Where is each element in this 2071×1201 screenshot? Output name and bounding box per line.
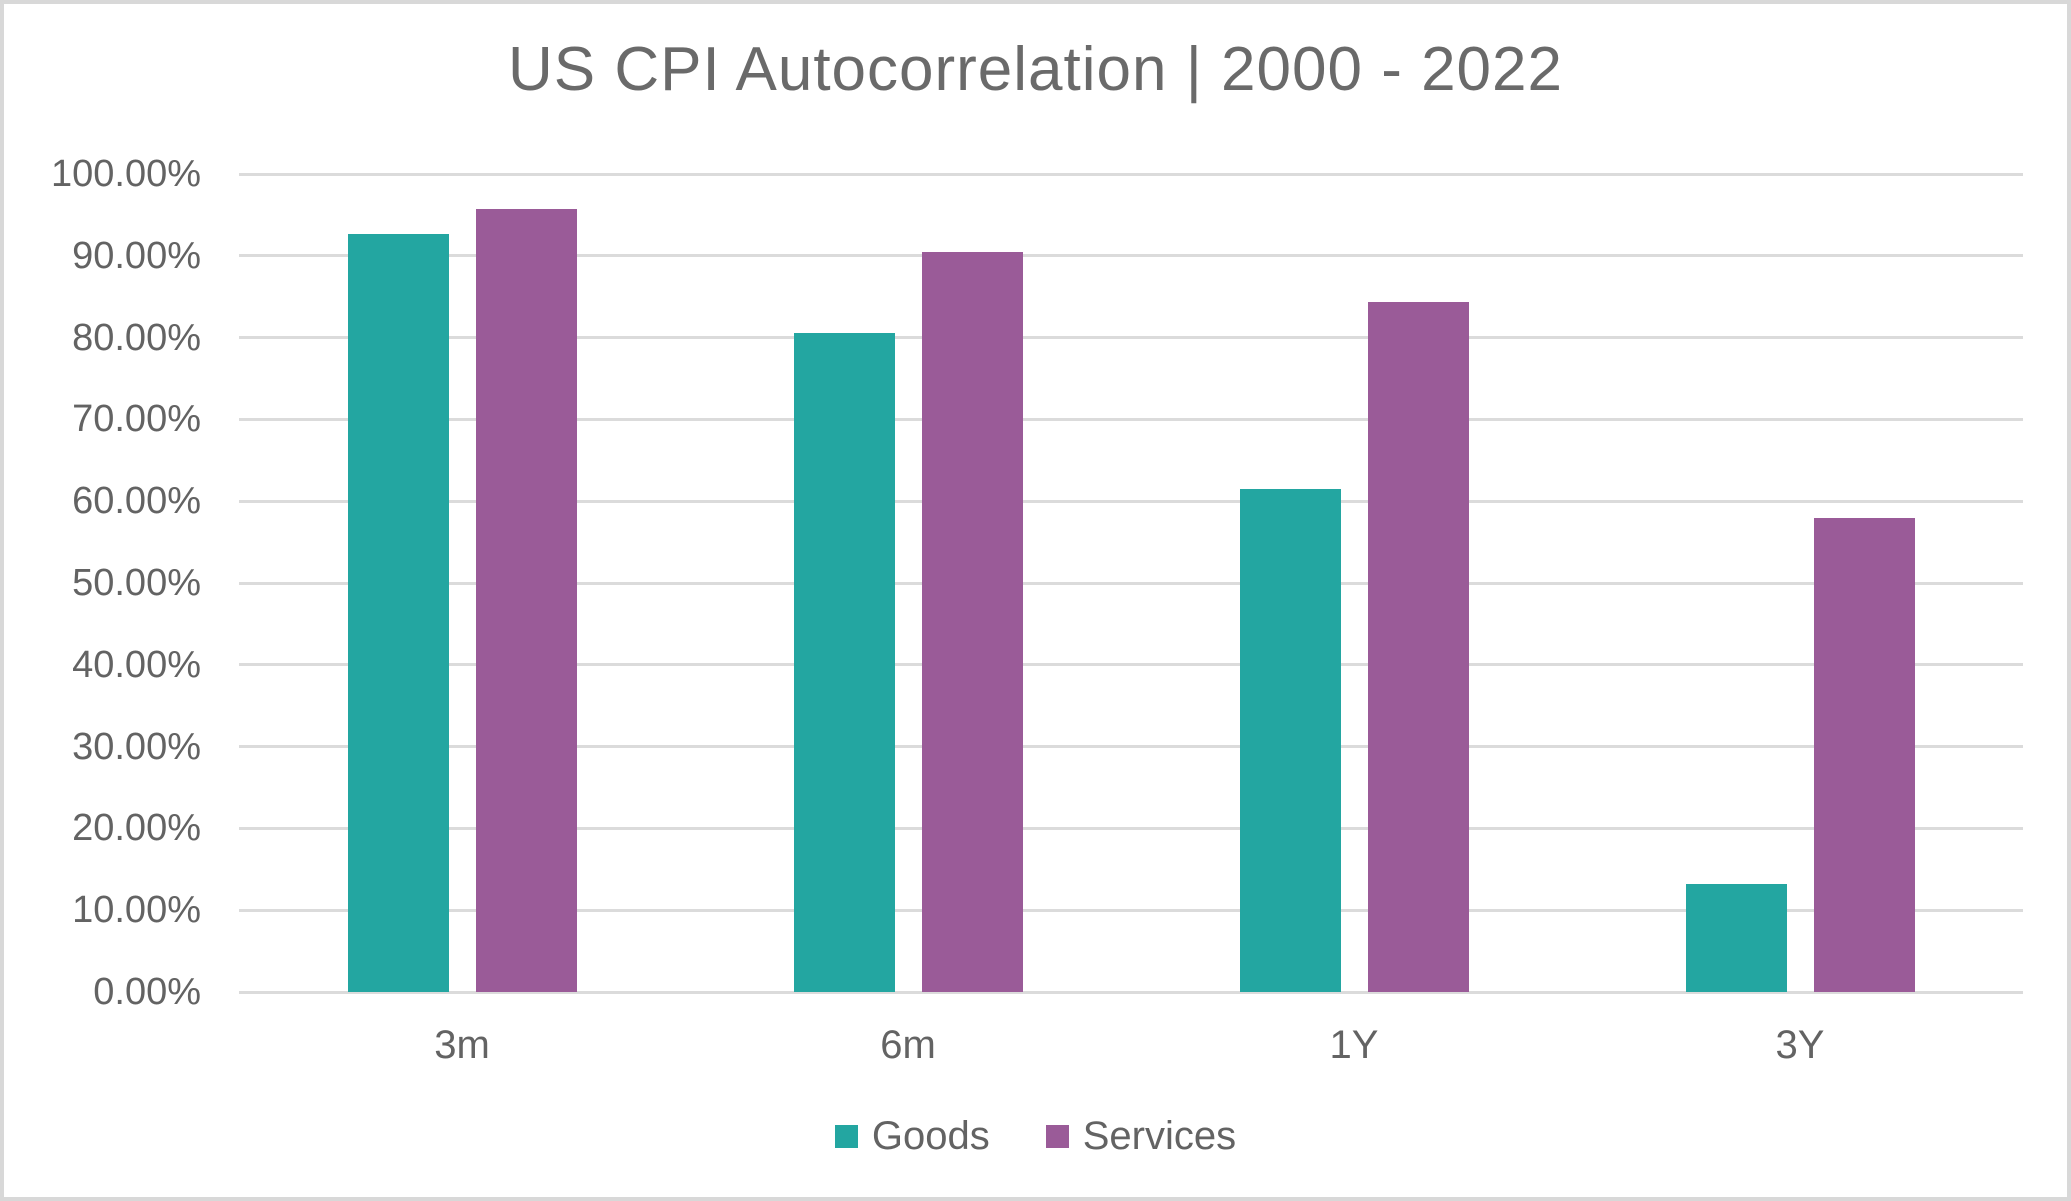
gridline-10.00% <box>239 908 2023 912</box>
legend-item-goods: Goods <box>834 1114 990 1158</box>
y-axis-tick-label: 50.00% <box>72 562 201 604</box>
gridline-50.00% <box>239 581 2023 585</box>
gridline-100.00% <box>239 172 2023 176</box>
gridline-0.00% <box>239 990 2023 994</box>
bar-group-3Y <box>1577 174 2023 992</box>
y-axis-tick-label: 70.00% <box>72 398 201 441</box>
legend-item-services: Services <box>1045 1114 1237 1158</box>
gridline-80.00% <box>239 336 2023 340</box>
y-axis-tick-label: 20.00% <box>72 807 201 850</box>
gridline-20.00% <box>239 826 2023 830</box>
chart-title: US CPI Autocorrelation | 2000 - 2022 <box>507 35 1564 104</box>
x-axis-tick-label-6m: 6m <box>880 1023 936 1067</box>
legend-swatch-icon <box>1045 1124 1069 1148</box>
x-axis-tick-label-1y: 1Y <box>1329 1023 1379 1067</box>
bar-groups <box>239 174 2023 992</box>
plot-area: 0.00% 10.00% 20.00% 30.00% 40.00% 50.00% 60.00… <box>51 155 2023 1011</box>
x-axis: 3m 6m 1Y 3Y <box>239 1023 2023 1067</box>
y-axis-tick-label: 0.00% <box>93 971 201 1013</box>
gridline-90.00% <box>239 254 2023 258</box>
y-axis-tick-label: 90.00% <box>72 234 201 277</box>
legend-swatch-icon <box>834 1124 858 1148</box>
y-axis-tick-label: 100.00% <box>50 153 201 195</box>
bar-group-1Y <box>1131 174 1577 992</box>
bar-group-3m <box>239 174 685 992</box>
legend: Goods Services <box>4 1116 2067 1156</box>
y-axis-tick-label: 10.00% <box>72 889 201 932</box>
y-axis-tick-label: 60.00% <box>72 480 201 523</box>
legend-label: Services <box>1082 1114 1237 1158</box>
bar-services-3y <box>1813 517 1915 992</box>
bar-goods-1y <box>1239 488 1341 992</box>
bar-goods-3m <box>347 233 449 992</box>
x-axis-tick-label-3y: 3Y <box>1775 1023 1825 1067</box>
bar-group-6m <box>685 174 1131 992</box>
gridline-40.00% <box>239 663 2023 667</box>
gridline-60.00% <box>239 499 2023 503</box>
legend-label: Goods <box>871 1114 990 1158</box>
x-axis-tick-label-3m: 3m <box>434 1023 490 1067</box>
bar-services-1y <box>1367 301 1469 992</box>
bar-services-6m <box>921 251 1023 992</box>
bar-services-3m <box>475 209 577 992</box>
y-axis-tick-label: 40.00% <box>72 643 201 686</box>
bar-goods-6m <box>793 332 895 992</box>
y-axis-tick-label: 80.00% <box>72 316 201 359</box>
bar-goods-3y <box>1685 884 1787 992</box>
gridline-70.00% <box>239 417 2023 421</box>
gridline-30.00% <box>239 745 2023 749</box>
y-axis-tick-label: 30.00% <box>72 725 201 768</box>
